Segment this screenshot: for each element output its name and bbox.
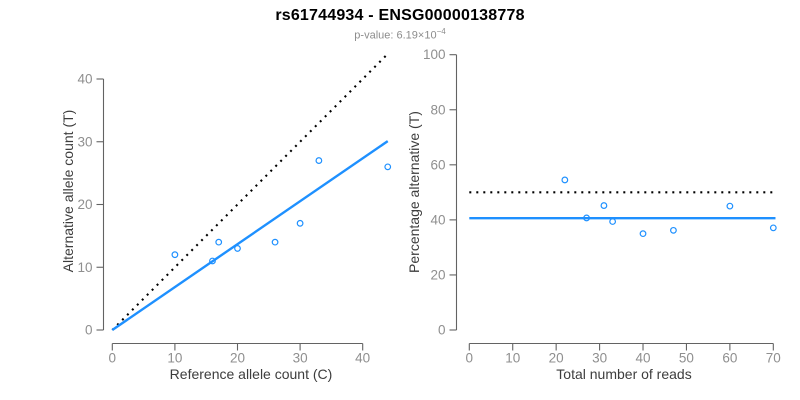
panel-allele-counts: 0 10 20 30 40 0 10 20 30 40 Reference allele count…: [60, 55, 392, 382]
y-tick-label: 100: [423, 47, 446, 62]
p-value-exponent: −4: [436, 27, 446, 36]
data-point: [583, 214, 590, 222]
data-point: [769, 224, 777, 232]
y-tick-label: 30: [77, 134, 92, 149]
x-axis-label: Reference allele count (C): [170, 366, 333, 382]
data-point: [234, 245, 241, 252]
x-tick-label: 30: [592, 351, 607, 366]
x-tick-label: 70: [766, 351, 781, 366]
x-tick-label: 20: [549, 351, 564, 366]
x-tick-label: 50: [679, 351, 694, 366]
fit-line: [111, 140, 389, 331]
x-tick-label: 30: [293, 351, 308, 366]
x-tick-label: 0: [109, 351, 117, 366]
data-point: [670, 226, 677, 234]
data-point: [639, 230, 647, 238]
data-point: [171, 251, 179, 259]
p-value-subtitle: p-value: 6.19×10−4: [0, 27, 800, 42]
panel-percentage-vs-reads: 0 20 40 60 80 100 0 10 20 30 40 50 60 70 Total number …: [406, 47, 781, 382]
y-tick-label: 40: [430, 212, 445, 227]
x-tick-label: 40: [636, 351, 651, 366]
identity-line: [111, 55, 387, 331]
y-axis-label: Alternative allele count (T): [60, 110, 76, 273]
data-point: [215, 238, 223, 246]
y-tick-label: 60: [430, 157, 445, 172]
y-tick-label: 10: [77, 260, 92, 275]
data-point: [296, 219, 304, 227]
x-tick-label: 40: [355, 351, 370, 366]
p-value-text: p-value: 6.19×10: [354, 29, 437, 42]
y-tick-label: 20: [77, 197, 92, 212]
x-tick-label: 10: [167, 351, 182, 366]
data-point: [384, 163, 392, 171]
y-tick-label: 0: [438, 323, 446, 338]
x-axis-label: Total number of reads: [556, 366, 691, 382]
x-tick-label: 20: [230, 351, 245, 366]
y-tick-label: 40: [77, 72, 92, 87]
data-point: [561, 176, 569, 184]
data-point: [315, 157, 323, 164]
x-tick-label: 60: [722, 351, 737, 366]
y-axis-label: Percentage alternative (T): [406, 111, 422, 273]
data-point: [271, 238, 279, 246]
y-tick-label: 20: [430, 267, 445, 282]
page-title: rs61744934 - ENSG00000138778: [275, 7, 525, 24]
y-tick-label: 0: [85, 323, 93, 338]
x-tick-label: 10: [505, 351, 520, 366]
x-tick-label: 0: [466, 351, 474, 366]
data-point: [209, 257, 216, 265]
data-point: [600, 202, 608, 209]
data-point: [609, 218, 617, 225]
data-point: [726, 202, 734, 210]
y-tick-label: 80: [430, 102, 445, 117]
